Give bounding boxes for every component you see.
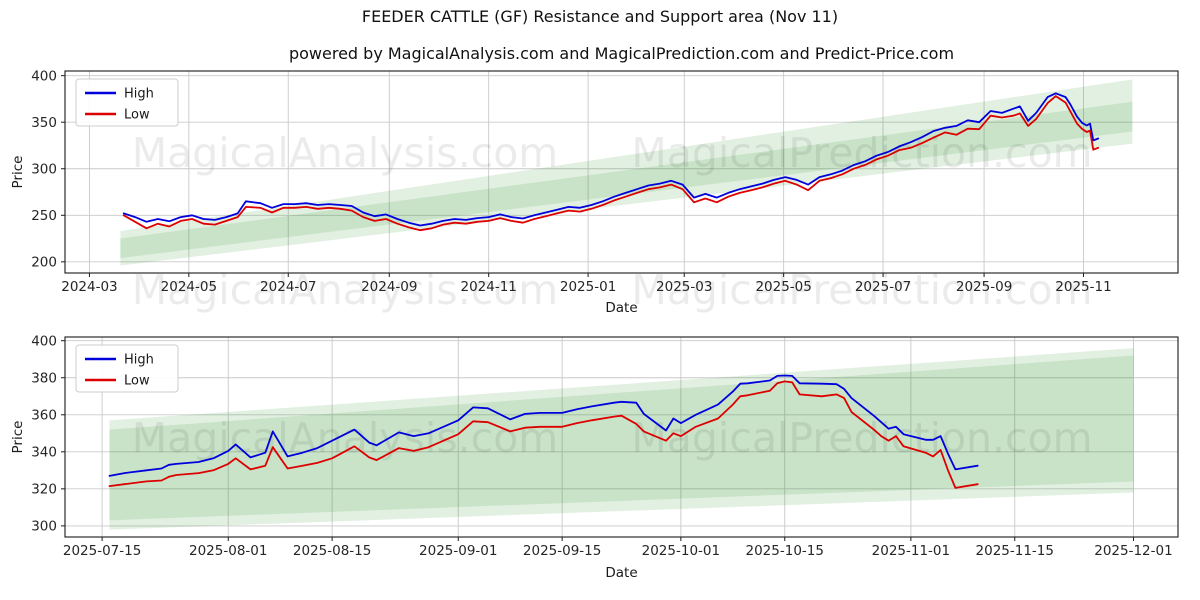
y-tick-label: 350 (31, 115, 57, 131)
x-tick-label: 2025-03 (656, 279, 712, 295)
top-chart-high-line (122, 92, 1100, 227)
bottom-chart-xlabel: Date (605, 565, 637, 581)
y-tick-label: 360 (31, 407, 57, 423)
top-chart-xlabel: Date (605, 300, 637, 316)
bottom-chart-low-line (108, 380, 979, 489)
watermark-analysis: MagicalAnalysis.com (132, 129, 559, 177)
legend-high-label: High (124, 353, 154, 368)
bottom-chart-ylabel: Price (10, 421, 26, 454)
bottom-chart-base (65, 337, 1178, 537)
y-tick-label: 380 (31, 370, 57, 386)
x-tick-label: 2025-08-15 (293, 543, 371, 559)
y-tick-label: 300 (31, 161, 57, 177)
bottom-chart: 2025-07-15 2025-08-01 2025-08-15 2025-09-01… (10, 333, 1179, 581)
chart-subtitle: powered by MagicalAnalysis.com and Magic… (288, 44, 955, 63)
x-tick-label: 2024-05 (161, 279, 217, 295)
x-tick-label: 2025-09 (956, 279, 1012, 295)
x-tick-label: 2025-11 (1055, 279, 1111, 295)
top-chart-legend: High Low (75, 78, 179, 127)
watermark-analysis: MagicalAnalysis.com (132, 266, 559, 314)
y-tick-label: 400 (31, 68, 57, 84)
chart-title: FEEDER CATTLE (GF) Resistance and Suppor… (361, 7, 839, 26)
x-tick-label: 2025-07 (855, 279, 911, 295)
x-tick-label: 2025-09-15 (523, 543, 601, 559)
watermarks: MagicalAnalysis.com MagicalPrediction.com… (132, 129, 1093, 462)
y-tick-label: 300 (31, 518, 57, 534)
bottom-chart-legend: High Low (75, 344, 179, 393)
x-tick-label: 2025-12-01 (1094, 543, 1172, 559)
x-tick-label: 2025-09-01 (419, 543, 497, 559)
x-tick-label: 2024-09 (361, 279, 417, 295)
legend-low-label: Low (124, 108, 150, 123)
legend-high-label: High (124, 87, 154, 102)
bottom-chart-support-band-2 (109, 355, 1134, 530)
bottom-chart-plot-border (64, 336, 1179, 538)
bottom-chart-high-line (108, 374, 979, 477)
x-tick-label: 2024-11 (460, 279, 516, 295)
x-tick-label: 2025-07-15 (63, 543, 141, 559)
x-tick-label: 2024-03 (61, 279, 117, 295)
top-chart-support-band-1 (120, 79, 1133, 259)
x-tick-label: 2025-10-15 (746, 543, 824, 559)
top-chart-ylabel: Price (10, 156, 26, 189)
top-chart-support-band-2 (120, 101, 1133, 266)
legend-low-label: Low (124, 374, 150, 389)
x-tick-label: 2025-11-15 (976, 543, 1054, 559)
top-chart-base (65, 71, 1178, 273)
y-tick-label: 320 (31, 481, 57, 497)
top-chart-ticks: 2024-03 2024-05 2024-07 2024-09 2024-11 2025-… (31, 68, 1111, 295)
x-tick-label: 2024-07 (260, 279, 316, 295)
watermark-analysis: MagicalAnalysis.com (132, 414, 559, 462)
x-tick-label: 2025-01 (560, 279, 616, 295)
y-tick-label: 200 (31, 254, 57, 270)
x-tick-label: 2025-11-01 (872, 543, 950, 559)
x-tick-label: 2025-05 (755, 279, 811, 295)
x-tick-label: 2025-10-01 (642, 543, 720, 559)
watermark-prediction: MagicalPrediction.com (631, 129, 1092, 177)
top-chart: 2024-03 2024-05 2024-07 2024-09 2024-11 2025-… (10, 68, 1179, 316)
y-tick-label: 400 (31, 333, 57, 349)
y-tick-label: 250 (31, 208, 57, 224)
top-chart-grid (65, 71, 1178, 273)
watermark-prediction: MagicalPrediction.com (631, 266, 1092, 314)
bottom-chart-grid (65, 337, 1178, 537)
bottom-chart-ticks: 2025-07-15 2025-08-01 2025-08-15 2025-09-01… (31, 333, 1172, 559)
top-chart-low-line (122, 95, 1100, 232)
top-chart-plot-border (64, 70, 1179, 274)
x-tick-label: 2025-08-01 (189, 543, 267, 559)
bottom-chart-support-band-1 (109, 348, 1134, 521)
y-tick-label: 340 (31, 444, 57, 460)
